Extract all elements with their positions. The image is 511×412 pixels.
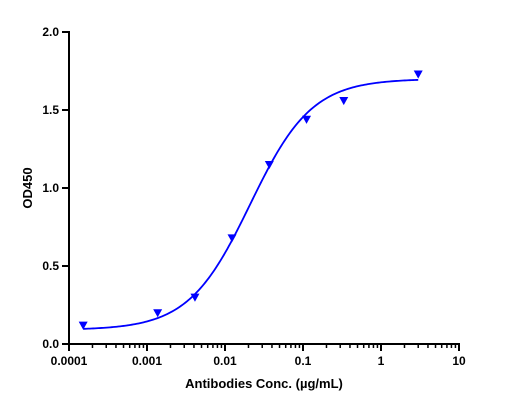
fit-curve-layer: [83, 78, 419, 330]
y-tick-label: 0.5: [42, 259, 59, 273]
y-tick-label: 1.0: [42, 181, 59, 195]
x-tick-label: 0.01: [213, 354, 237, 368]
data-points-layer: [78, 70, 423, 330]
x-tick-label: 0.0001: [51, 354, 88, 368]
data-point: [190, 293, 200, 302]
data-point: [78, 321, 88, 330]
data-point: [264, 161, 274, 170]
data-point: [227, 234, 237, 243]
x-tick-label: 0.001: [132, 354, 162, 368]
axes: 0.0 0.5 1.0 1.5 2.0 0.0001 0.001 0.01 0.1 1 10: [42, 25, 466, 368]
y-axis-title: OD450: [20, 167, 35, 208]
data-point: [413, 70, 423, 79]
y-tick-label: 1.5: [42, 103, 59, 117]
x-axis-title: Antibodies Conc. (µg/mL): [185, 376, 343, 391]
y-tick-label: 0.0: [42, 337, 59, 351]
x-tick-label: 10: [452, 354, 466, 368]
x-tick-label: 0.1: [295, 354, 312, 368]
data-point: [153, 309, 163, 318]
fit-curve-line: [83, 78, 419, 330]
x-tick-label: 1: [378, 354, 385, 368]
data-point: [339, 97, 349, 106]
data-point: [302, 115, 312, 124]
y-tick-label: 2.0: [42, 25, 59, 39]
